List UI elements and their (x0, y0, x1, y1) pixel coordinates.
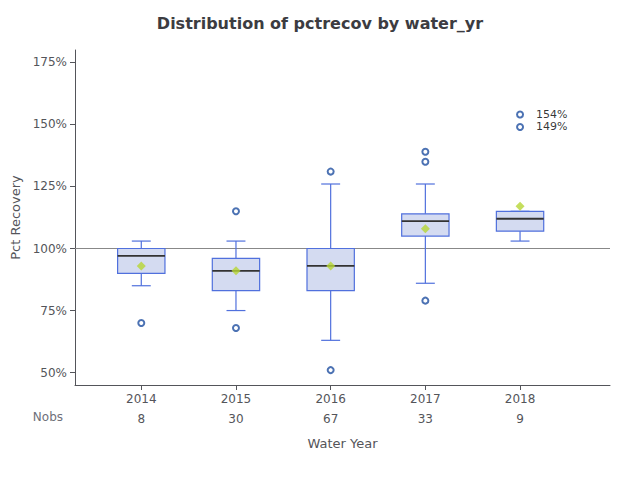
svg-text:2018: 2018 (505, 392, 536, 406)
svg-text:175%: 175% (33, 55, 67, 69)
svg-text:2015: 2015 (221, 392, 252, 406)
svg-text:149%: 149% (536, 120, 567, 133)
svg-text:Distribution of pctrecov by wa: Distribution of pctrecov by water_yr (157, 14, 483, 33)
svg-text:154%: 154% (536, 108, 567, 121)
svg-text:33: 33 (418, 412, 433, 426)
svg-text:9: 9 (516, 412, 524, 426)
svg-text:75%: 75% (40, 304, 67, 318)
svg-text:50%: 50% (40, 366, 67, 380)
svg-text:2017: 2017 (410, 392, 441, 406)
svg-text:Pct Recovery: Pct Recovery (8, 175, 23, 260)
svg-text:67: 67 (323, 412, 338, 426)
svg-text:2014: 2014 (126, 392, 157, 406)
svg-text:Water Year: Water Year (307, 436, 378, 451)
svg-text:8: 8 (137, 412, 145, 426)
svg-text:30: 30 (228, 412, 243, 426)
svg-text:125%: 125% (33, 179, 67, 193)
svg-text:100%: 100% (33, 242, 67, 256)
svg-text:2016: 2016 (315, 392, 346, 406)
svg-text:Nobs: Nobs (33, 410, 63, 424)
svg-text:150%: 150% (33, 117, 67, 131)
